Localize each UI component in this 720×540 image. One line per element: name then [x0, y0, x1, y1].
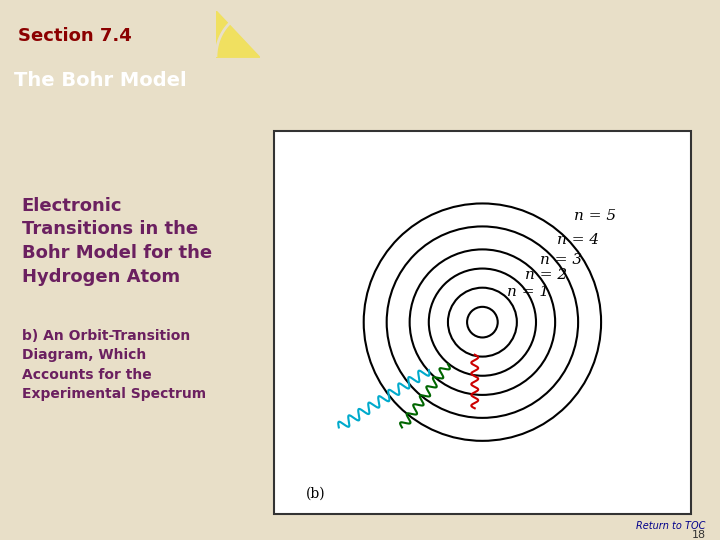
Bar [274, 131, 691, 514]
Text: Electronic
Transitions in the
Bohr Model for the
Hydrogen Atom: Electronic Transitions in the Bohr Model… [22, 197, 212, 286]
Text: Return to TOC: Return to TOC [636, 521, 706, 531]
Text: n = 3: n = 3 [540, 253, 582, 267]
Text: Section 7.4: Section 7.4 [19, 27, 132, 45]
Text: n = 1: n = 1 [508, 285, 549, 299]
Text: (b): (b) [306, 486, 326, 500]
Text: 18: 18 [691, 530, 706, 540]
Text: b) An Orbit-Transition
Diagram, Which
Accounts for the
Experimental Spectrum: b) An Orbit-Transition Diagram, Which Ac… [22, 329, 206, 401]
Text: n = 2: n = 2 [524, 268, 567, 282]
Text: n = 5: n = 5 [575, 208, 616, 222]
Text: n = 4: n = 4 [557, 233, 599, 247]
Text: The Bohr Model: The Bohr Model [14, 71, 187, 90]
